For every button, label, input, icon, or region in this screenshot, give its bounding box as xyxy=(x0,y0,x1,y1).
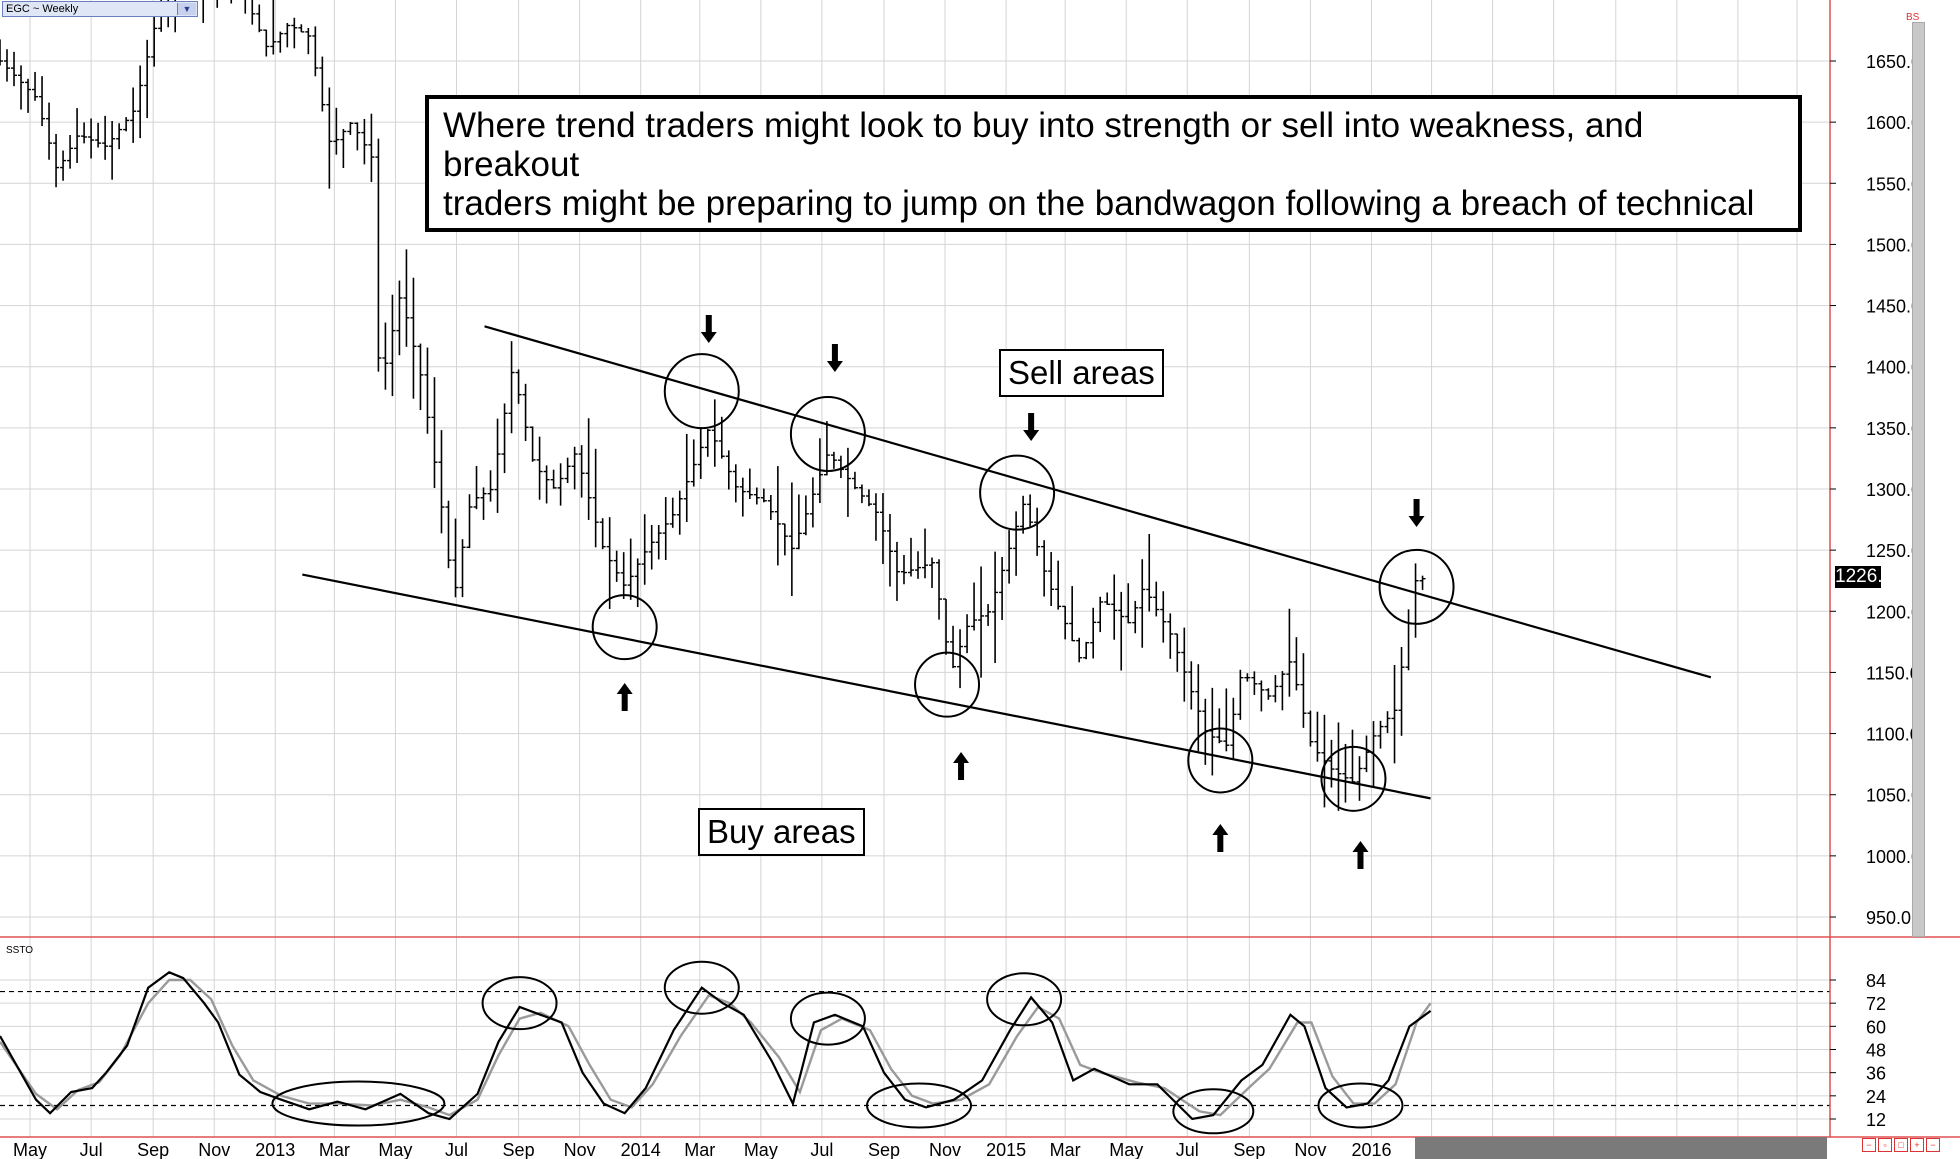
ssto-oversold-circle xyxy=(1317,1082,1404,1129)
x-tick-label: Jul xyxy=(80,1140,103,1159)
buy-area-circle xyxy=(1320,745,1387,812)
zoom-out-icon[interactable]: − xyxy=(1926,1138,1940,1152)
ssto-overbought-circle xyxy=(986,972,1063,1027)
trendline-resistance xyxy=(484,325,1712,679)
ssto-tick-label: 60 xyxy=(1866,1017,1886,1037)
buy-arrow-icon xyxy=(1212,824,1229,852)
x-tick-label: May xyxy=(378,1140,412,1159)
x-tick-label: Sep xyxy=(503,1140,535,1159)
y-tick-label: 950.0 xyxy=(1866,908,1911,928)
ssto-tick-label: 36 xyxy=(1866,1064,1886,1084)
ssto-d-line xyxy=(0,978,1432,1117)
x-tick-label: Mar xyxy=(319,1140,350,1159)
x-tick-label: Nov xyxy=(1294,1140,1326,1159)
chevron-down-icon[interactable]: ▼ xyxy=(177,3,196,15)
zoom-in-icon[interactable]: + xyxy=(1910,1138,1924,1152)
x-tick-label: Mar xyxy=(684,1140,715,1159)
x-tick-label: 2013 xyxy=(255,1140,295,1159)
ssto-oversold-circle xyxy=(271,1080,446,1127)
sell-areas-label: Sell areas xyxy=(999,349,1164,397)
sell-arrow-icon xyxy=(700,315,717,343)
x-tick-label: Nov xyxy=(564,1140,596,1159)
signal-arrows xyxy=(616,315,1425,869)
ssto-tick-label: 72 xyxy=(1866,994,1886,1014)
x-tick-label: May xyxy=(13,1140,47,1159)
ssto-oversold-circle xyxy=(1172,1088,1255,1135)
vertical-scrollbar[interactable] xyxy=(1912,22,1925,937)
ssto-overbought-circle xyxy=(481,976,558,1031)
x-tick-label: May xyxy=(1109,1140,1143,1159)
corner-label: BS xyxy=(1906,12,1920,23)
y-tick-label: 1400.0 xyxy=(1866,358,1921,378)
buy-area-circle xyxy=(914,651,981,718)
y-tick-label: 1350.0 xyxy=(1866,419,1921,439)
buy-areas-label: Buy areas xyxy=(698,808,865,856)
trendlines xyxy=(302,325,1712,800)
x-tick-label: Sep xyxy=(137,1140,169,1159)
x-tick-label: Sep xyxy=(868,1140,900,1159)
sell-arrow-icon xyxy=(1023,413,1040,441)
ssto-title: SSTO xyxy=(6,945,34,956)
annotation-textbox: Where trend traders might look to buy in… xyxy=(425,95,1802,232)
ssto-tick-label: 48 xyxy=(1866,1041,1886,1061)
future-time-band xyxy=(1415,1137,1827,1159)
sell-area-circle xyxy=(663,353,740,430)
x-tick-label: 2016 xyxy=(1351,1140,1391,1159)
ssto-oversold-circle xyxy=(866,1082,973,1129)
buy-arrow-icon xyxy=(1352,841,1369,869)
minimize-icon[interactable]: − xyxy=(1862,1138,1876,1152)
x-tick-label: Jul xyxy=(1176,1140,1199,1159)
ssto-tick-label: 84 xyxy=(1866,971,1886,991)
trendline-support xyxy=(302,573,1431,800)
sell-area-circle xyxy=(789,395,866,472)
ssto-k-line xyxy=(0,971,1432,1121)
x-tick-label: 2014 xyxy=(621,1140,661,1159)
restore-icon[interactable]: ▫ xyxy=(1878,1138,1892,1152)
last-price-marker: 1226.1 xyxy=(1835,566,1894,588)
x-tick-label: Jul xyxy=(810,1140,833,1159)
toolbar-icons: − ▫ □ + − xyxy=(1862,1138,1940,1154)
y-tick-label: 1250.0 xyxy=(1866,541,1921,561)
y-tick-label: 1100.0 xyxy=(1866,725,1920,745)
y-tick-label: 1150.0 xyxy=(1866,663,1920,683)
sell-arrow-icon xyxy=(1408,499,1425,527)
y-tick-label: 1500.0 xyxy=(1866,235,1921,255)
x-tick-label: Sep xyxy=(1233,1140,1265,1159)
x-tick-label: Nov xyxy=(929,1140,961,1159)
y-tick-label: 1600.0 xyxy=(1866,113,1921,133)
sell-area-circle xyxy=(979,454,1056,531)
y-tick-label: 1300.0 xyxy=(1866,480,1921,500)
ticker-selector[interactable]: EGC ~ Weekly ▼ xyxy=(2,1,198,17)
maximize-icon[interactable]: □ xyxy=(1894,1138,1908,1152)
y-tick-label: 1450.0 xyxy=(1866,297,1921,317)
sell-area-circle xyxy=(1378,548,1455,625)
sell-arrow-icon xyxy=(826,344,843,372)
buy-arrow-icon xyxy=(953,752,970,780)
buy-arrow-icon xyxy=(616,683,633,711)
x-tick-label: May xyxy=(744,1140,778,1159)
x-tick-label: Jul xyxy=(445,1140,468,1159)
y-tick-label: 1650.0 xyxy=(1866,52,1921,72)
highlight-circles xyxy=(591,353,1455,812)
ticker-label: EGC ~ Weekly xyxy=(6,3,79,15)
ssto-panel xyxy=(0,960,1830,1135)
x-tick-label: Nov xyxy=(198,1140,230,1159)
ssto-tick-label: 12 xyxy=(1866,1110,1886,1130)
x-tick-label: 2015 xyxy=(986,1140,1026,1159)
buy-area-circle xyxy=(1187,727,1254,794)
buy-area-circle xyxy=(591,594,658,661)
ssto-overbought-circle xyxy=(789,991,866,1046)
y-tick-label: 1550.0 xyxy=(1866,174,1921,194)
ssto-tick-label: 24 xyxy=(1866,1087,1886,1107)
ssto-overbought-circle xyxy=(663,960,740,1015)
y-tick-label: 1000.0 xyxy=(1866,847,1921,867)
y-tick-label: 1050.0 xyxy=(1866,786,1921,806)
y-tick-label: 1200.0 xyxy=(1866,602,1921,622)
x-tick-label: Mar xyxy=(1050,1140,1081,1159)
